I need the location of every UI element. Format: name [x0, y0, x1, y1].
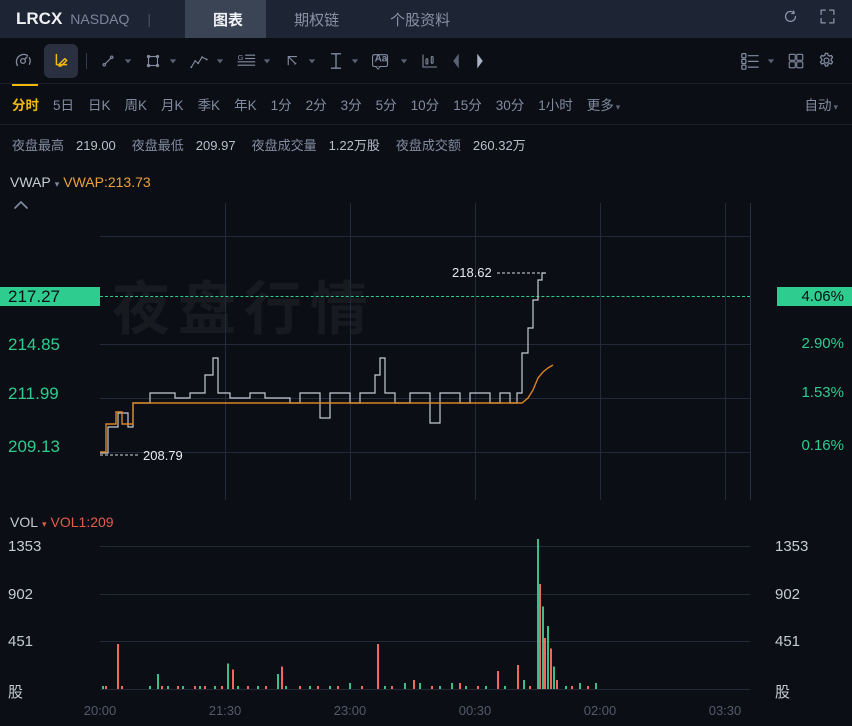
svg-text:208.79: 208.79	[143, 448, 183, 463]
svg-text:218.62: 218.62	[452, 265, 492, 280]
svg-text:G: G	[238, 53, 244, 62]
